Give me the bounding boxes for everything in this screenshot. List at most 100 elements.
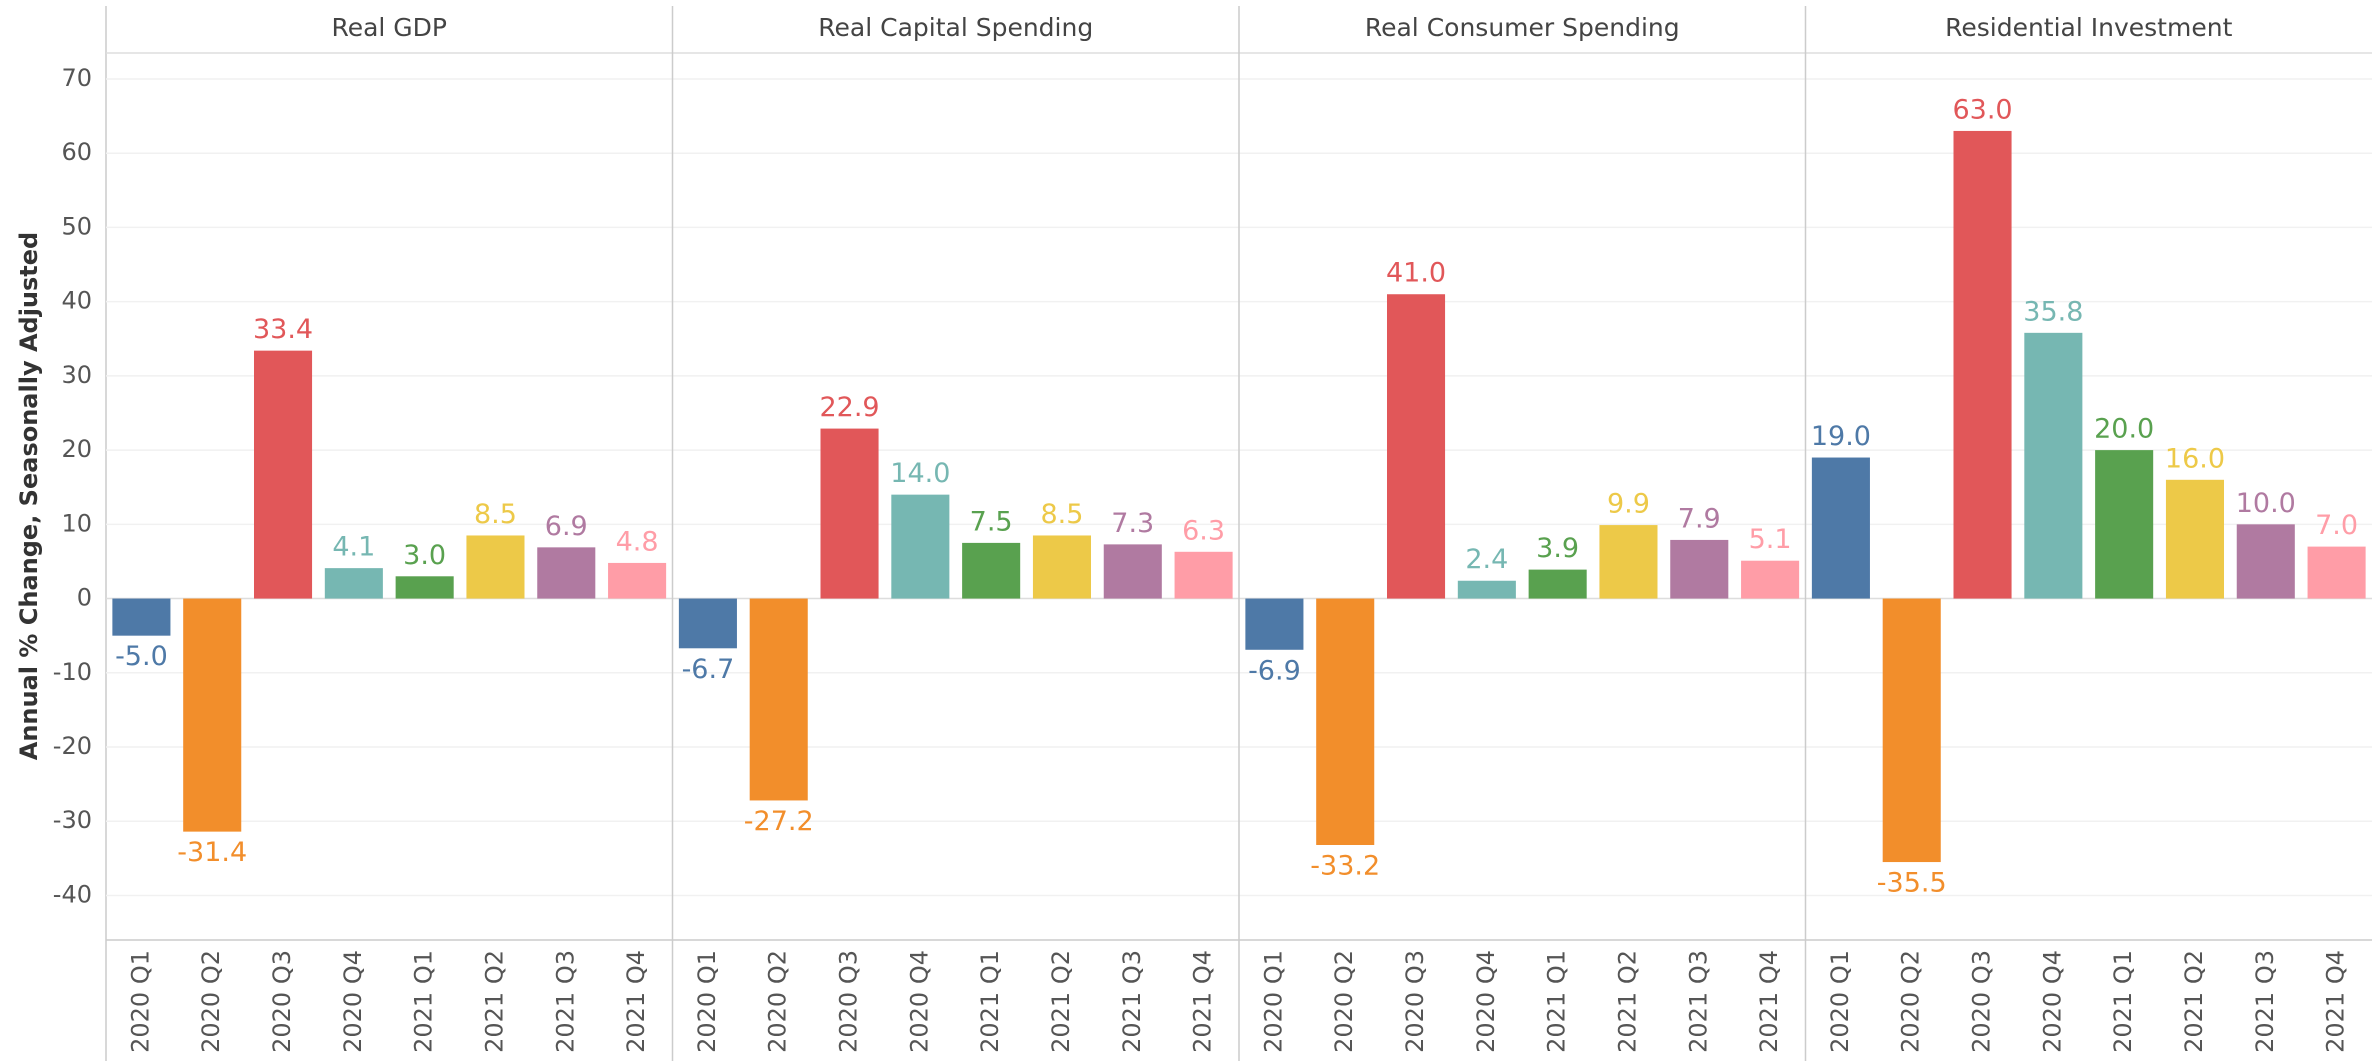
x-tick-label: 2021 Q1 — [2109, 950, 2137, 1053]
value-label: 7.9 — [1678, 503, 1721, 534]
x-tick-label: 2020 Q1 — [1259, 950, 1287, 1053]
bar — [1174, 551, 1233, 599]
x-tick-label: 2021 Q4 — [1189, 950, 1217, 1053]
value-label: 4.8 — [616, 526, 659, 557]
x-tick-label: 2021 Q3 — [1118, 950, 1146, 1053]
bar — [466, 535, 525, 599]
value-label: 35.8 — [2023, 296, 2083, 327]
x-tick-label: 2020 Q1 — [1826, 950, 1854, 1053]
y-tick-label: 40 — [61, 287, 92, 315]
x-tick-label: 2020 Q4 — [339, 950, 367, 1053]
value-label: 2.4 — [1465, 544, 1508, 575]
y-tick-label: -20 — [53, 732, 92, 760]
y-tick-label: 20 — [61, 435, 92, 463]
value-label: -33.2 — [1310, 850, 1380, 881]
x-tick-label: 2021 Q4 — [1755, 950, 1783, 1053]
x-tick-label: 2021 Q1 — [410, 950, 438, 1053]
bar — [112, 598, 171, 636]
x-tick-label: 2020 Q2 — [1897, 950, 1925, 1053]
y-tick-label: -10 — [53, 658, 92, 686]
y-tick-label: 30 — [61, 361, 92, 389]
bar — [2307, 546, 2366, 599]
y-tick-label: 60 — [61, 138, 92, 166]
x-tick-label: 2021 Q2 — [1613, 950, 1641, 1053]
x-tick-label: 2020 Q3 — [835, 950, 863, 1053]
x-tick-label: 2021 Q1 — [976, 950, 1004, 1053]
bar — [1811, 457, 1870, 599]
x-tick-label: 2021 Q3 — [2251, 950, 2279, 1053]
x-tick-label: 2021 Q2 — [2180, 950, 2208, 1053]
x-tick-label: 2021 Q3 — [551, 950, 579, 1053]
value-label: 10.0 — [2236, 488, 2296, 519]
panel-title: Real GDP — [331, 13, 447, 42]
bar — [2236, 524, 2295, 599]
bar — [1032, 535, 1092, 599]
bar — [1670, 539, 1729, 599]
bar — [678, 598, 737, 649]
y-tick-label: 50 — [61, 212, 92, 240]
panel-title: Residential Investment — [1945, 13, 2232, 42]
value-label: 7.5 — [970, 506, 1013, 537]
value-label: 7.0 — [2315, 510, 2358, 541]
value-label: 9.9 — [1607, 489, 1650, 520]
bar — [1528, 569, 1587, 599]
value-label: 33.4 — [253, 314, 313, 345]
x-tick-label: 2021 Q3 — [1684, 950, 1712, 1053]
x-tick-label: 2020 Q3 — [1968, 950, 1996, 1053]
value-label: 16.0 — [2165, 443, 2225, 474]
x-tick-label: 2020 Q4 — [2038, 950, 2066, 1053]
value-label: -6.9 — [1248, 655, 1301, 686]
value-label: 3.0 — [403, 540, 446, 571]
bar — [820, 428, 879, 599]
value-label: 8.5 — [474, 499, 517, 530]
x-tick-label: 2020 Q3 — [268, 950, 296, 1053]
x-tick-label: 2021 Q4 — [2322, 950, 2350, 1053]
bar — [1953, 130, 2012, 599]
value-label: 7.3 — [1111, 508, 1154, 539]
bar — [608, 562, 667, 599]
y-axis-label: Annual % Change, Seasonally Adjusted — [15, 232, 43, 760]
bar — [1386, 294, 1446, 599]
x-tick-label: 2021 Q1 — [1543, 950, 1571, 1053]
x-tick-label: 2020 Q3 — [1401, 950, 1429, 1053]
value-label: 8.5 — [1040, 499, 1083, 530]
x-tick-label: 2020 Q4 — [905, 950, 933, 1053]
panel-title: Real Capital Spending — [818, 13, 1093, 42]
y-tick-label: -40 — [53, 880, 92, 908]
bar — [1599, 525, 1658, 599]
y-tick-label: 0 — [77, 584, 92, 612]
y-tick-label: 10 — [61, 509, 92, 537]
bar — [749, 598, 808, 801]
y-tick-label: -30 — [53, 806, 92, 834]
x-tick-label: 2020 Q2 — [764, 950, 792, 1053]
bar — [253, 350, 313, 599]
panel-title: Real Consumer Spending — [1365, 13, 1680, 42]
value-label: 14.0 — [890, 458, 950, 489]
bar — [1316, 598, 1375, 845]
x-tick-label: 2020 Q2 — [197, 950, 225, 1053]
x-tick-label: 2020 Q1 — [693, 950, 721, 1053]
value-label: -35.5 — [1877, 868, 1947, 899]
bar — [2024, 332, 2083, 599]
value-label: -27.2 — [744, 806, 814, 837]
bar — [1457, 580, 1516, 599]
value-label: 63.0 — [1952, 94, 2012, 125]
x-tick-label: 2020 Q2 — [1330, 950, 1358, 1053]
value-label: -31.4 — [177, 837, 247, 868]
bar — [962, 542, 1021, 599]
x-tick-label: 2021 Q2 — [1047, 950, 1075, 1053]
bar — [1245, 598, 1304, 650]
value-label: 20.0 — [2094, 414, 2154, 445]
x-tick-label: 2021 Q4 — [622, 950, 650, 1053]
y-tick-label: 70 — [61, 64, 92, 92]
value-label: 41.0 — [1386, 258, 1446, 289]
value-label: 3.9 — [1536, 533, 1579, 564]
bar — [183, 598, 242, 832]
x-tick-label: 2020 Q1 — [126, 950, 154, 1053]
bar — [1103, 544, 1162, 599]
value-label: -6.7 — [682, 654, 735, 685]
value-label: 19.0 — [1811, 421, 1871, 452]
bar — [2165, 479, 2225, 599]
bar — [1882, 598, 1941, 863]
